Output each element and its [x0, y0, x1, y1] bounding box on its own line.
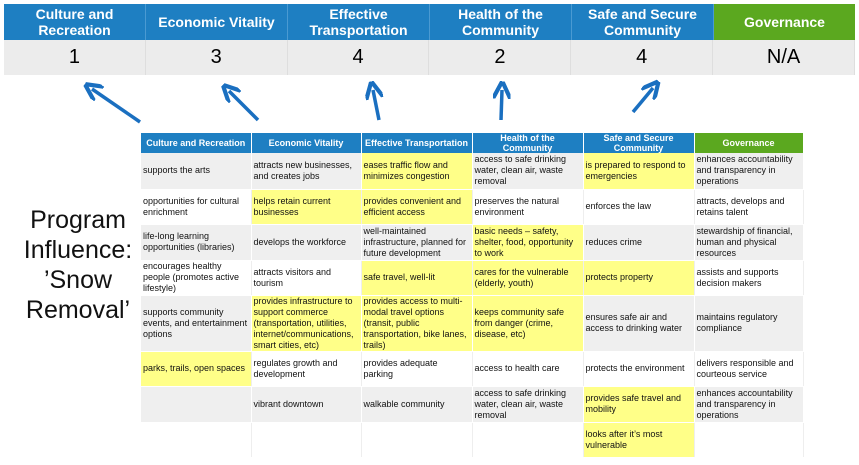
table-cell: preserves the natural environment: [472, 189, 584, 225]
table-cell: protects the environment: [583, 351, 695, 387]
table-row: supports community events, and entertain…: [141, 295, 804, 352]
table-cell: attracts, develops and retains talent: [694, 189, 804, 225]
table-cell: access to safe drinking water, clean air…: [472, 153, 584, 190]
table-row: life-long learning opportunities (librar…: [141, 224, 804, 261]
table-cell: maintains regulatory compliance: [694, 295, 804, 352]
table-cell: keeps community safe from danger (crime,…: [472, 295, 584, 352]
table-header: Effective Transportation: [361, 133, 473, 153]
table-row: looks after it’s most vulnerable: [141, 422, 804, 458]
summary-header-safety: Safe and Secure Community: [572, 4, 714, 40]
table-cell: vibrant downtown: [251, 386, 362, 423]
table-cell: cares for the vulnerable (elderly, youth…: [472, 260, 584, 296]
table-cell: access to safe drinking water, clean air…: [472, 386, 584, 423]
summary-header-economic: Economic Vitality: [146, 4, 288, 40]
table-cell: access to health care: [472, 351, 584, 387]
table-cell: provides infrastructure to support comme…: [251, 295, 362, 352]
label-line: ’Snow: [43, 266, 113, 294]
table-cell: [141, 386, 252, 423]
summary-header-governance: Governance: [714, 4, 855, 40]
table-cell: supports the arts: [141, 153, 252, 190]
table-cell: provides adequate parking: [361, 351, 473, 387]
table-cell: regulates growth and development: [251, 351, 362, 387]
table-cell: enhances accountability and transparency…: [694, 386, 804, 423]
table-cell: reduces crime: [583, 224, 695, 261]
table-cell: attracts new businesses, and creates job…: [251, 153, 362, 190]
arrow-icon: [92, 89, 141, 124]
table-row: supports the arts attracts new businesses…: [141, 153, 804, 190]
table-cell: basic needs – safety, shelter, food, opp…: [472, 224, 584, 261]
score-safety: 4: [571, 40, 714, 75]
table-cell: safe travel, well-lit: [361, 260, 473, 296]
table-cell: opportunities for cultural enrichment: [141, 189, 252, 225]
program-influence-label: Program Influence: ’Snow Removal’: [8, 205, 148, 325]
table-cell: parks, trails, open spaces: [141, 351, 252, 387]
score-transportation: 4: [287, 40, 430, 75]
table-cell: well-maintained infrastructure, planned …: [361, 224, 473, 261]
table-header: Culture and Recreation: [141, 133, 252, 153]
table-row: parks, trails, open spaces regulates grow…: [141, 351, 804, 387]
table-header: Governance: [694, 133, 804, 153]
table-cell: assists and supports decision makers: [694, 260, 804, 296]
table-cell: [251, 422, 362, 458]
influence-summary: Culture and Recreation Economic Vitality…: [4, 4, 855, 75]
table-cell: stewardship of financial, human and phys…: [694, 224, 804, 261]
label-line: Removal’: [25, 296, 131, 324]
table-cell: looks after it’s most vulnerable: [583, 422, 695, 458]
table-cell: life-long learning opportunities (librar…: [141, 224, 252, 261]
table-cell: [141, 422, 252, 458]
table-cell: [361, 422, 473, 458]
table-cell: protects property: [583, 260, 695, 296]
arrow-icon: [631, 88, 653, 114]
score-health: 2: [429, 40, 572, 75]
table-cell: ensures safe air and access to drinking …: [583, 295, 695, 352]
table-cell: provides safe travel and mobility: [583, 386, 695, 423]
table-cell: supports community events, and entertain…: [141, 295, 252, 352]
summary-header-culture: Culture and Recreation: [4, 4, 146, 40]
table-cell: is prepared to respond to emergencies: [583, 153, 695, 190]
arrows: [0, 0, 859, 124]
score-economic: 3: [145, 40, 288, 75]
table-cell: develops the workforce: [251, 224, 362, 261]
table-header: Economic Vitality: [251, 133, 362, 153]
table-row: encourages healthy people (promotes acti…: [141, 260, 804, 296]
table-cell: encourages healthy people (promotes acti…: [141, 260, 252, 296]
label-line: Program: [30, 206, 126, 234]
label-line: Influence:: [23, 236, 133, 264]
score-culture: 1: [4, 40, 146, 75]
summary-header-transportation: Effective Transportation: [288, 4, 430, 40]
table-cell: walkable community: [361, 386, 473, 423]
influence-table: Culture and Recreation Economic Vitality E…: [141, 133, 804, 458]
table-cell: [472, 422, 584, 458]
arrow-icon: [373, 90, 379, 121]
table-row: opportunities for cultural enrichment hel…: [141, 189, 804, 225]
table-header: Safe and Secure Community: [583, 133, 695, 153]
table-cell: delivers responsible and courteous servi…: [694, 351, 804, 387]
summary-header-health: Health of the Community: [430, 4, 572, 40]
table-header: Health of the Community: [472, 133, 584, 153]
table-cell: [694, 422, 804, 458]
table-cell: attracts visitors and tourism: [251, 260, 362, 296]
table-cell: enhances accountability and transparency…: [694, 153, 804, 190]
arrow-icon: [501, 90, 502, 121]
score-governance: N/A: [713, 40, 855, 75]
table-row: vibrant downtown walkable community access…: [141, 386, 804, 423]
table-cell: helps retain current businesses: [251, 189, 362, 225]
table-cell: provides convenient and efficient access: [361, 189, 473, 225]
table-cell: eases traffic flow and minimizes congest…: [361, 153, 473, 190]
arrow-icon: [229, 91, 260, 122]
table-cell: enforces the law: [583, 189, 695, 225]
table-cell: provides access to multi-modal travel op…: [361, 295, 473, 352]
